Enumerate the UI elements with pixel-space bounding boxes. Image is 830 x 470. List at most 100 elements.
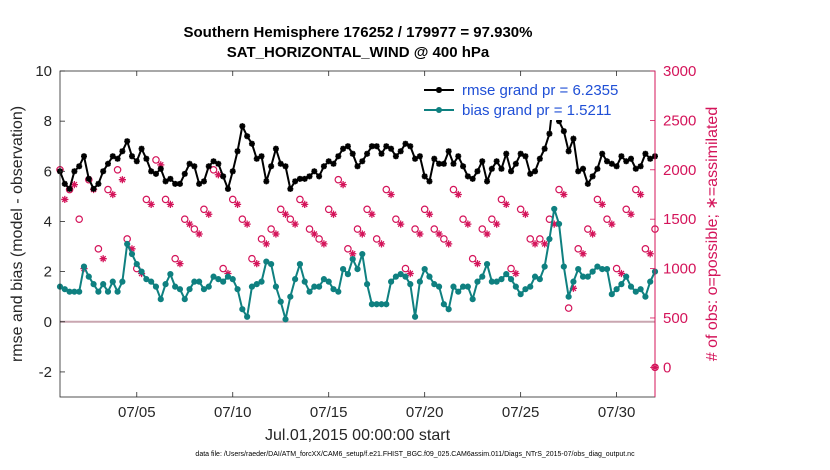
- rmse-point: [215, 160, 222, 167]
- rmse-point: [469, 175, 476, 182]
- bias-point: [349, 255, 356, 263]
- obs-possible-marker: [344, 245, 352, 253]
- rmse-point: [359, 158, 366, 165]
- x-axis-label: Jul.01,2015 00:00:00 start: [265, 427, 451, 444]
- obs-assimilated-marker: [502, 200, 510, 208]
- rmse-point: [196, 180, 203, 187]
- obs-possible-marker: [392, 215, 400, 223]
- y-left-tick-label: 8: [44, 113, 52, 130]
- obs-possible-marker: [449, 185, 458, 194]
- bias-point: [507, 276, 515, 283]
- obs-assimilated-marker: [483, 230, 491, 238]
- bias-point: [133, 260, 140, 268]
- rmse-point: [167, 175, 174, 182]
- obs-possible-marker: [190, 225, 199, 233]
- y-left-tick-label: 10: [35, 63, 52, 80]
- bias-point: [100, 281, 107, 288]
- obs-assimilated-marker: [387, 190, 395, 199]
- rmse-point: [604, 158, 611, 165]
- bias-point: [503, 271, 510, 278]
- obs-assimilated-marker: [368, 210, 376, 218]
- rmse-point: [440, 160, 447, 167]
- bias-point: [172, 283, 179, 290]
- bias-point: [176, 286, 184, 293]
- obs-count-series-possible: [56, 156, 659, 312]
- y-axis-right-label: # of obs: o=possible; ∗=assimilated: [704, 107, 721, 361]
- bias-point: [551, 205, 558, 213]
- obs-possible-marker: [228, 195, 237, 204]
- bias-point: [483, 260, 491, 268]
- obs-possible-marker: [632, 185, 640, 194]
- bias-point: [464, 283, 471, 290]
- bias-point: [589, 268, 596, 275]
- rmse-point: [608, 160, 615, 167]
- bias-point: [200, 286, 208, 293]
- bias-point: [546, 235, 553, 243]
- bias-point: [531, 273, 539, 280]
- bias-point: [455, 288, 462, 295]
- rmse-point: [541, 145, 548, 152]
- bias-point: [253, 281, 260, 288]
- rmse-point: [200, 178, 207, 185]
- obs-assimilated-marker: [445, 240, 453, 248]
- rmse-point: [589, 173, 596, 180]
- obs-assimilated-marker: [416, 230, 424, 238]
- obs-assimilated-marker: [253, 260, 261, 268]
- bias-point: [340, 266, 347, 273]
- obs-assimilated-marker: [310, 230, 318, 238]
- rmse-point: [474, 168, 481, 175]
- obs-possible-marker: [305, 225, 314, 233]
- rmse-point: [104, 160, 111, 167]
- bias-point: [642, 293, 649, 300]
- obs-possible-marker: [315, 235, 323, 243]
- obs-possible-marker: [219, 264, 227, 273]
- bias-point: [387, 278, 395, 285]
- rmse-point: [76, 163, 83, 170]
- rmse-point: [172, 180, 179, 187]
- bias-point: [407, 281, 414, 288]
- rmse-point: [320, 163, 327, 170]
- obs-assimilated-marker: [569, 284, 578, 292]
- rmse-point: [594, 165, 601, 172]
- rmse-point: [85, 175, 92, 182]
- rmse-point: [455, 153, 462, 160]
- rmse-point: [335, 153, 342, 160]
- rmse-point: [498, 165, 505, 172]
- bias-point: [536, 276, 543, 283]
- rmse-point: [229, 168, 236, 175]
- rmse-point: [176, 180, 183, 187]
- obs-assimilated-marker: [233, 200, 242, 208]
- bias-point: [570, 278, 577, 285]
- obs-possible-marker: [478, 225, 487, 233]
- bias-point: [234, 286, 241, 293]
- bias-point: [263, 258, 270, 265]
- obs-possible-marker: [267, 225, 275, 233]
- obs-possible-marker: [411, 225, 419, 233]
- bias-point: [229, 276, 236, 283]
- obs-assimilated-marker: [291, 220, 299, 228]
- obs-assimilated-marker: [589, 230, 597, 238]
- obs-assimilated-marker: [550, 220, 558, 228]
- bias-point: [402, 273, 409, 280]
- x-tick-label: 07/30: [598, 404, 636, 421]
- obs-possible-marker: [564, 304, 573, 312]
- obs-possible-marker: [324, 205, 333, 214]
- rmse-point: [191, 163, 198, 170]
- bias-point: [80, 263, 88, 270]
- obs-assimilated-marker: [464, 220, 472, 228]
- x-tick-label: 07/15: [310, 404, 348, 421]
- rmse-point: [383, 143, 390, 150]
- obs-assimilated-marker: [608, 220, 616, 228]
- rmse-point: [244, 133, 251, 140]
- rmse-point: [66, 185, 73, 192]
- rmse-point: [301, 175, 308, 182]
- rmse-point: [316, 173, 323, 180]
- rmse-point: [580, 165, 587, 172]
- data-file-note: data file: /Users/raeder/DAI/ATM_forcXX/…: [195, 451, 635, 458]
- obs-assimilated-marker: [541, 240, 549, 248]
- y-right-tick-label: 1500: [663, 211, 696, 228]
- obs-possible-marker: [612, 264, 621, 273]
- rmse-point: [292, 178, 299, 185]
- bias-point: [560, 263, 567, 270]
- rmse-point: [445, 148, 452, 155]
